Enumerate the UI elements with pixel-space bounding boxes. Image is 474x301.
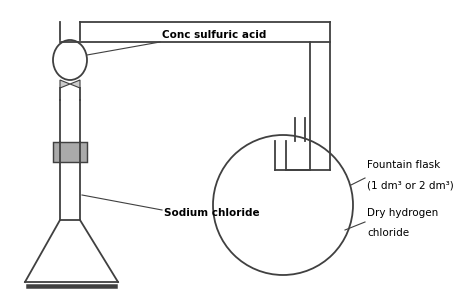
Text: Fountain flask: Fountain flask — [367, 160, 440, 170]
Text: Conc sulfuric acid: Conc sulfuric acid — [162, 30, 266, 40]
Text: Sodium chloride: Sodium chloride — [164, 208, 260, 218]
Text: (1 dm³ or 2 dm³): (1 dm³ or 2 dm³) — [367, 180, 454, 190]
Polygon shape — [60, 80, 70, 88]
Bar — [53, 142, 87, 162]
Polygon shape — [70, 80, 80, 88]
Text: Dry hydrogen: Dry hydrogen — [367, 208, 438, 218]
Text: chloride: chloride — [367, 228, 409, 238]
